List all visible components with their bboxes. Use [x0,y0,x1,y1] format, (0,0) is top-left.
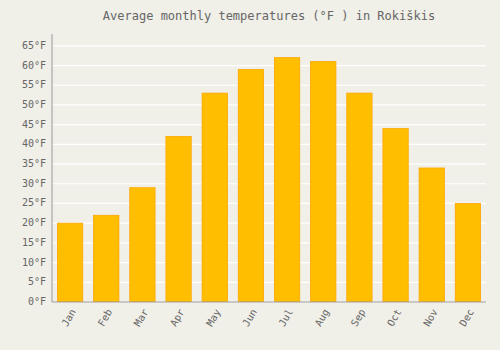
y-tick-label: 5°F [28,276,46,287]
bar [130,188,155,302]
bars [57,58,480,302]
x-tick-label: Nov [421,307,440,328]
grid-line [52,301,486,302]
y-tick-label: 45°F [22,119,46,130]
y-tick-label: 35°F [22,158,46,169]
background [0,0,500,350]
bar [419,168,444,302]
y-tick-label: 10°F [22,257,46,268]
y-tick-label: 65°F [22,40,46,51]
grid-line [52,45,486,46]
chart-container: 0°F 5°F 10°F 15°F 20°F 25°F 30°F 35°F 40°F 45°F 50… [0,0,500,350]
y-tick-label: 0°F [28,296,46,307]
x-tick-label: Oct [385,307,404,328]
x-axis-line [52,302,486,303]
grid-line [52,144,486,145]
y-axis-line [52,34,53,302]
bar [455,203,480,302]
bar [57,223,82,302]
x-tick-label: Sep [349,307,368,328]
y-tick-label: 20°F [22,217,46,228]
x-tick-label: Apr [168,307,187,328]
grid-line [52,163,486,164]
x-tick-label: Jun [240,307,259,328]
x-tick-label: Mar [132,307,151,328]
x-tick-label: Dec [457,307,476,328]
y-tick-label: 50°F [22,99,46,110]
y-tick-label: 25°F [22,197,46,208]
y-tick-labels: 0°F 5°F 10°F 15°F 20°F 25°F 30°F 35°F 40°F 45°F 50… [22,40,46,307]
y-tick-label: 60°F [22,60,46,71]
grid-line [52,124,486,125]
x-tick-label: May [204,307,223,328]
grid-line [52,104,486,105]
bar [166,136,191,302]
x-tick-label: Aug [313,307,332,328]
bar [202,93,227,302]
grid-line [52,85,486,86]
bar [94,215,119,302]
grid [52,46,486,302]
x-tick-labels: Jan Feb Mar Apr May Jun Jul Aug Sep Oct Nov Dec [59,307,475,328]
y-tick-label: 15°F [22,237,46,248]
y-tick-label: 40°F [22,138,46,149]
title: Average monthly temperatures (°F ) in Ro… [103,9,435,23]
grid-line [52,65,486,66]
bar [383,129,408,302]
y-tick-label: 30°F [22,178,46,189]
bar [347,93,372,302]
bar [311,62,336,302]
bar [238,69,263,302]
y-tick-label: 55°F [22,79,46,90]
x-tick-label: Jan [59,307,78,328]
x-tick-label: Jul [276,307,295,328]
chart: 0°F 5°F 10°F 15°F 20°F 25°F 30°F 35°F 40°F 45°F 50… [0,0,500,350]
bar [274,58,299,302]
x-tick-label: Feb [96,307,115,328]
